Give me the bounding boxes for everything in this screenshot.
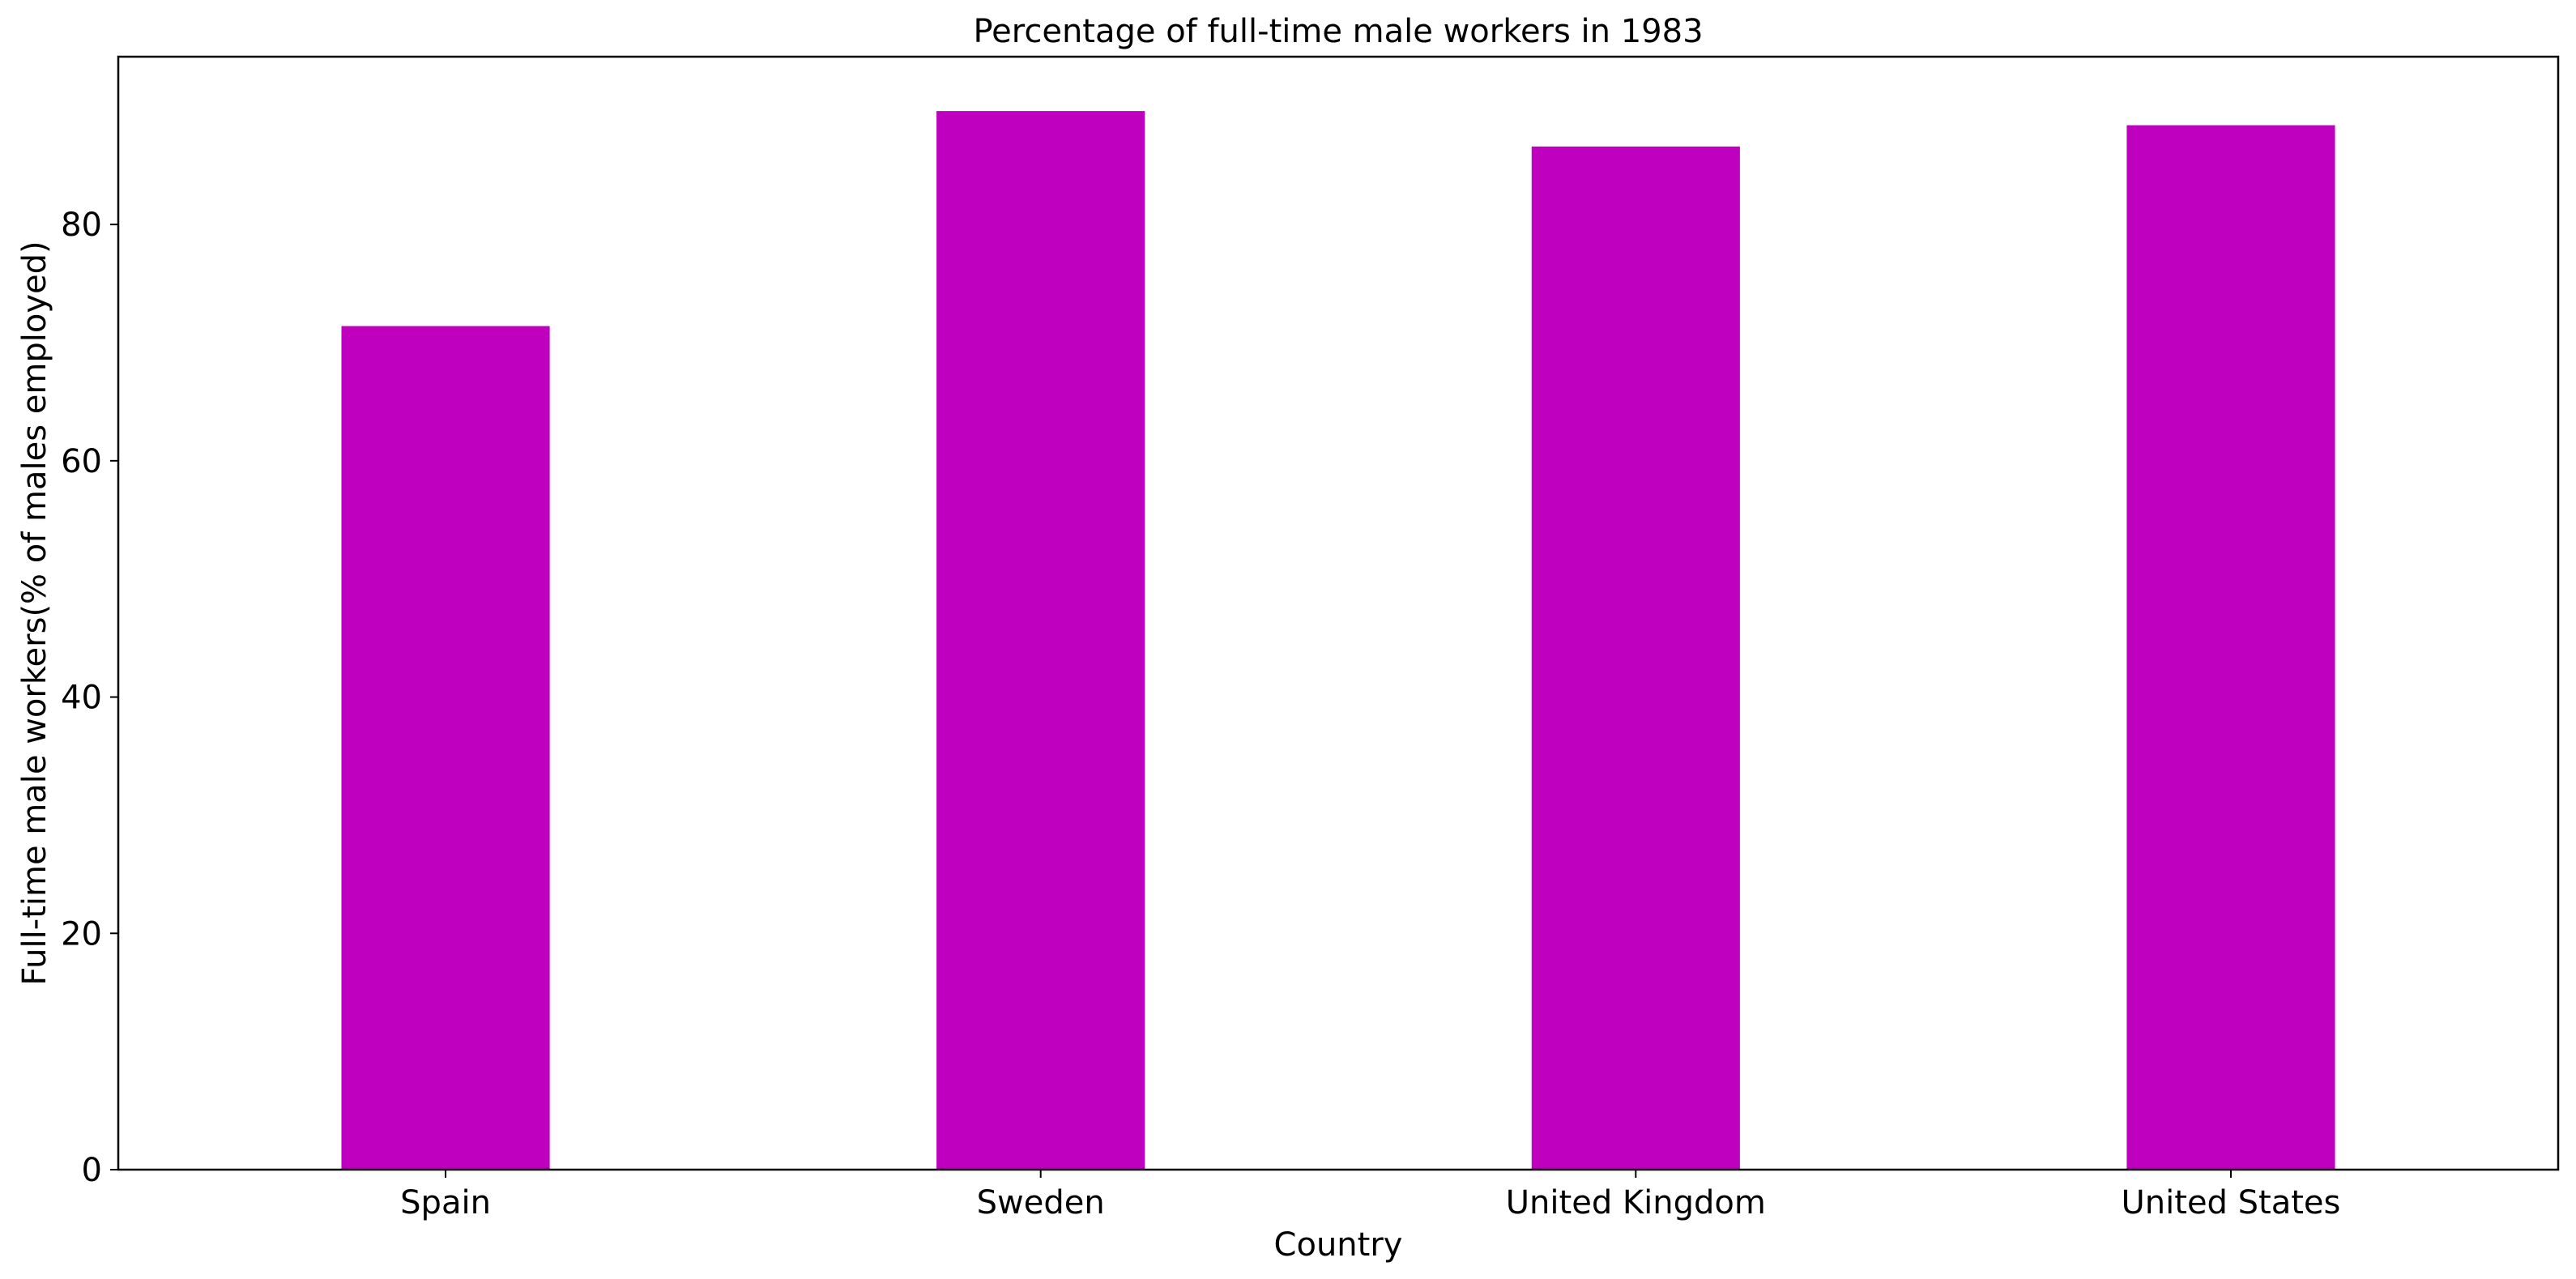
y-tick-label: 0 <box>82 1152 102 1189</box>
bar-spain <box>341 326 550 1170</box>
x-tick-label: Spain <box>400 1184 491 1221</box>
y-axis-label: Full-time male workers(% of males employ… <box>16 241 53 985</box>
plot-area-frame <box>117 55 2560 1171</box>
bar-united-kingdom <box>1531 146 1740 1170</box>
bar-united-states <box>2126 125 2335 1170</box>
x-axis-ticks: Spain Sweden United Kingdom United States <box>400 1170 2340 1221</box>
x-tick-label: United States <box>2122 1184 2341 1221</box>
bar-sweden <box>936 111 1145 1170</box>
y-axis-ticks: 0 20 40 60 80 <box>61 207 118 1189</box>
x-tick-label: United Kingdom <box>1506 1184 1766 1221</box>
x-axis-label: Country <box>1274 1226 1403 1264</box>
y-tick-label: 20 <box>61 915 102 953</box>
y-tick-label: 80 <box>61 207 102 244</box>
y-tick-label: 40 <box>61 680 102 717</box>
bars-group <box>341 111 2335 1170</box>
chart-title: Percentage of full-time male workers in … <box>973 13 1703 50</box>
y-tick-label: 60 <box>61 443 102 480</box>
x-tick-label: Sweden <box>977 1184 1105 1221</box>
